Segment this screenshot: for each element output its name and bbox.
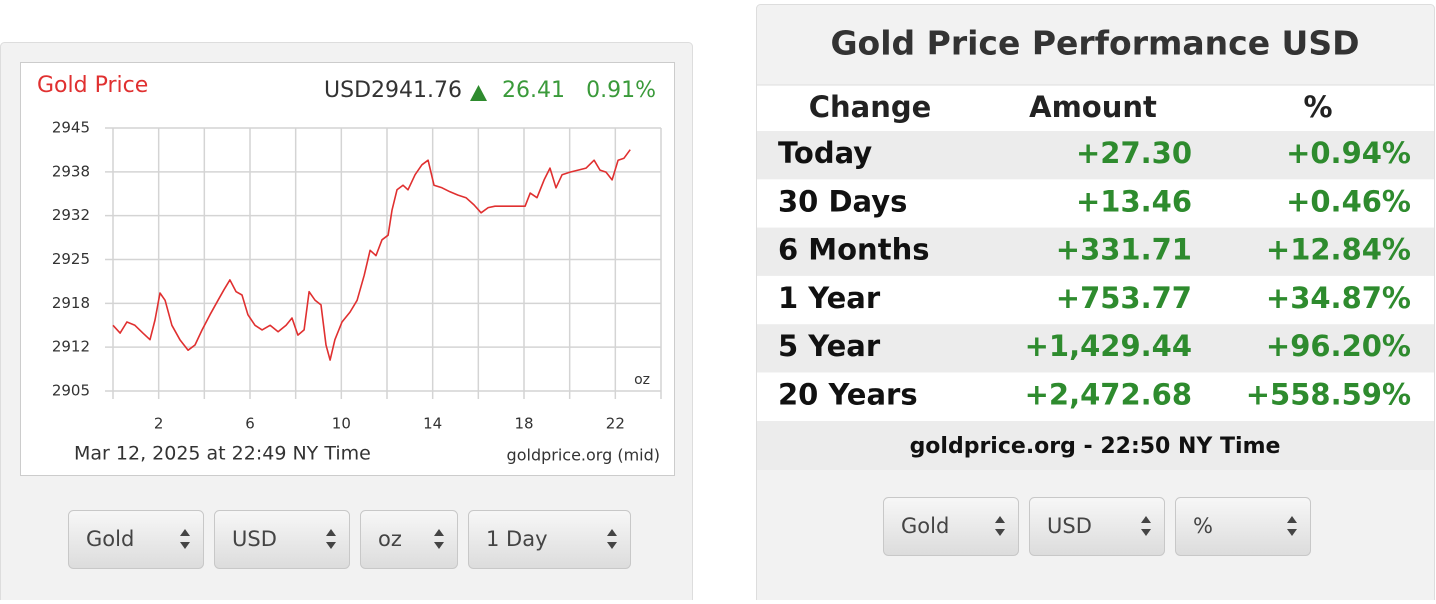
chart-title: Gold Price — [37, 73, 148, 98]
row-amount: +13.46 — [1076, 184, 1192, 218]
row-amount: +2,472.68 — [1025, 378, 1192, 412]
row-label: Today — [778, 136, 872, 170]
table-title: Gold Price Performance USD — [830, 24, 1359, 63]
x-tick-label: 2 — [154, 415, 164, 433]
select-label: USD — [232, 527, 277, 551]
price-line — [112, 149, 631, 361]
select-arrows — [995, 516, 1005, 536]
row-amount: +27.30 — [1076, 136, 1192, 170]
select-box[interactable] — [1175, 497, 1311, 556]
row-band — [757, 131, 1434, 180]
select-arrows — [1287, 516, 1297, 536]
select-arrows — [326, 529, 336, 549]
row-label: 20 Years — [778, 378, 918, 412]
select-label: Gold — [901, 514, 949, 538]
y-tick-label: 2912 — [52, 338, 90, 356]
row-label: 1 Year — [778, 281, 881, 315]
row-label: 5 Year — [778, 329, 881, 363]
row-label: 6 Months — [778, 233, 929, 267]
row-percent: +34.87% — [1266, 281, 1411, 315]
select-box[interactable] — [360, 510, 458, 569]
select-box[interactable] — [1029, 497, 1165, 556]
select[interactable]: oz — [360, 510, 458, 569]
select-label: % — [1193, 514, 1213, 538]
select[interactable]: Gold — [883, 497, 1019, 556]
select[interactable]: USD — [1029, 497, 1165, 556]
select[interactable]: % — [1175, 497, 1311, 556]
row-percent: +0.46% — [1286, 184, 1411, 218]
select-arrows — [434, 529, 444, 549]
row-percent: +558.59% — [1246, 378, 1411, 412]
x-tick-label: 22 — [606, 415, 625, 433]
x-tick-label: 6 — [245, 415, 255, 433]
y-tick-label: 2905 — [52, 382, 90, 400]
row-band — [757, 227, 1434, 276]
select-arrows — [1141, 516, 1151, 536]
x-tick-label: 14 — [423, 415, 442, 433]
footer-band — [757, 421, 1434, 470]
y-tick-label: 2918 — [52, 294, 90, 312]
table-footer: goldprice.org - 22:50 NY Time — [910, 434, 1281, 459]
column-header: Change — [809, 90, 932, 124]
up-arrow — [470, 85, 487, 101]
select[interactable]: USD — [214, 510, 350, 569]
row-amount: +1,429.44 — [1025, 329, 1192, 363]
select-label: USD — [1047, 514, 1092, 538]
row-band — [757, 324, 1434, 373]
change: 26.41 — [502, 78, 565, 103]
y-tick-label: 2938 — [52, 162, 90, 180]
row-percent: +0.94% — [1286, 136, 1411, 170]
column-header: Amount — [1029, 90, 1157, 124]
column-header: % — [1303, 90, 1332, 124]
row-percent: +96.20% — [1266, 329, 1411, 363]
select-label: oz — [378, 527, 402, 551]
timestamp: Mar 12, 2025 at 22:49 NY Time — [74, 443, 371, 465]
x-tick-label: 18 — [514, 415, 533, 433]
y-tick-label: 2925 — [52, 250, 90, 268]
source: goldprice.org (mid) — [507, 446, 660, 465]
select-box[interactable] — [214, 510, 350, 569]
x-tick-label: 10 — [332, 415, 351, 433]
chart-box — [20, 62, 675, 476]
row-label: 30 Days — [778, 184, 907, 218]
price: USD2941.76 — [324, 78, 462, 103]
select[interactable]: Gold — [68, 510, 204, 569]
y-tick-label: 2932 — [52, 206, 90, 224]
unit: oz — [634, 372, 650, 388]
row-amount: +331.71 — [1056, 233, 1192, 267]
select-label: Gold — [86, 527, 134, 551]
select-box[interactable] — [68, 510, 204, 569]
row-percent: +12.84% — [1266, 233, 1411, 267]
y-tick-label: 2945 — [52, 119, 90, 137]
select-label: 1 Day — [486, 527, 548, 551]
select-box[interactable] — [883, 497, 1019, 556]
select-arrows — [607, 529, 617, 549]
select-box[interactable] — [468, 510, 631, 569]
select-arrows — [180, 529, 190, 549]
change-pct: 0.91% — [586, 78, 656, 103]
row-amount: +753.77 — [1056, 281, 1192, 315]
select[interactable]: 1 Day — [468, 510, 631, 569]
